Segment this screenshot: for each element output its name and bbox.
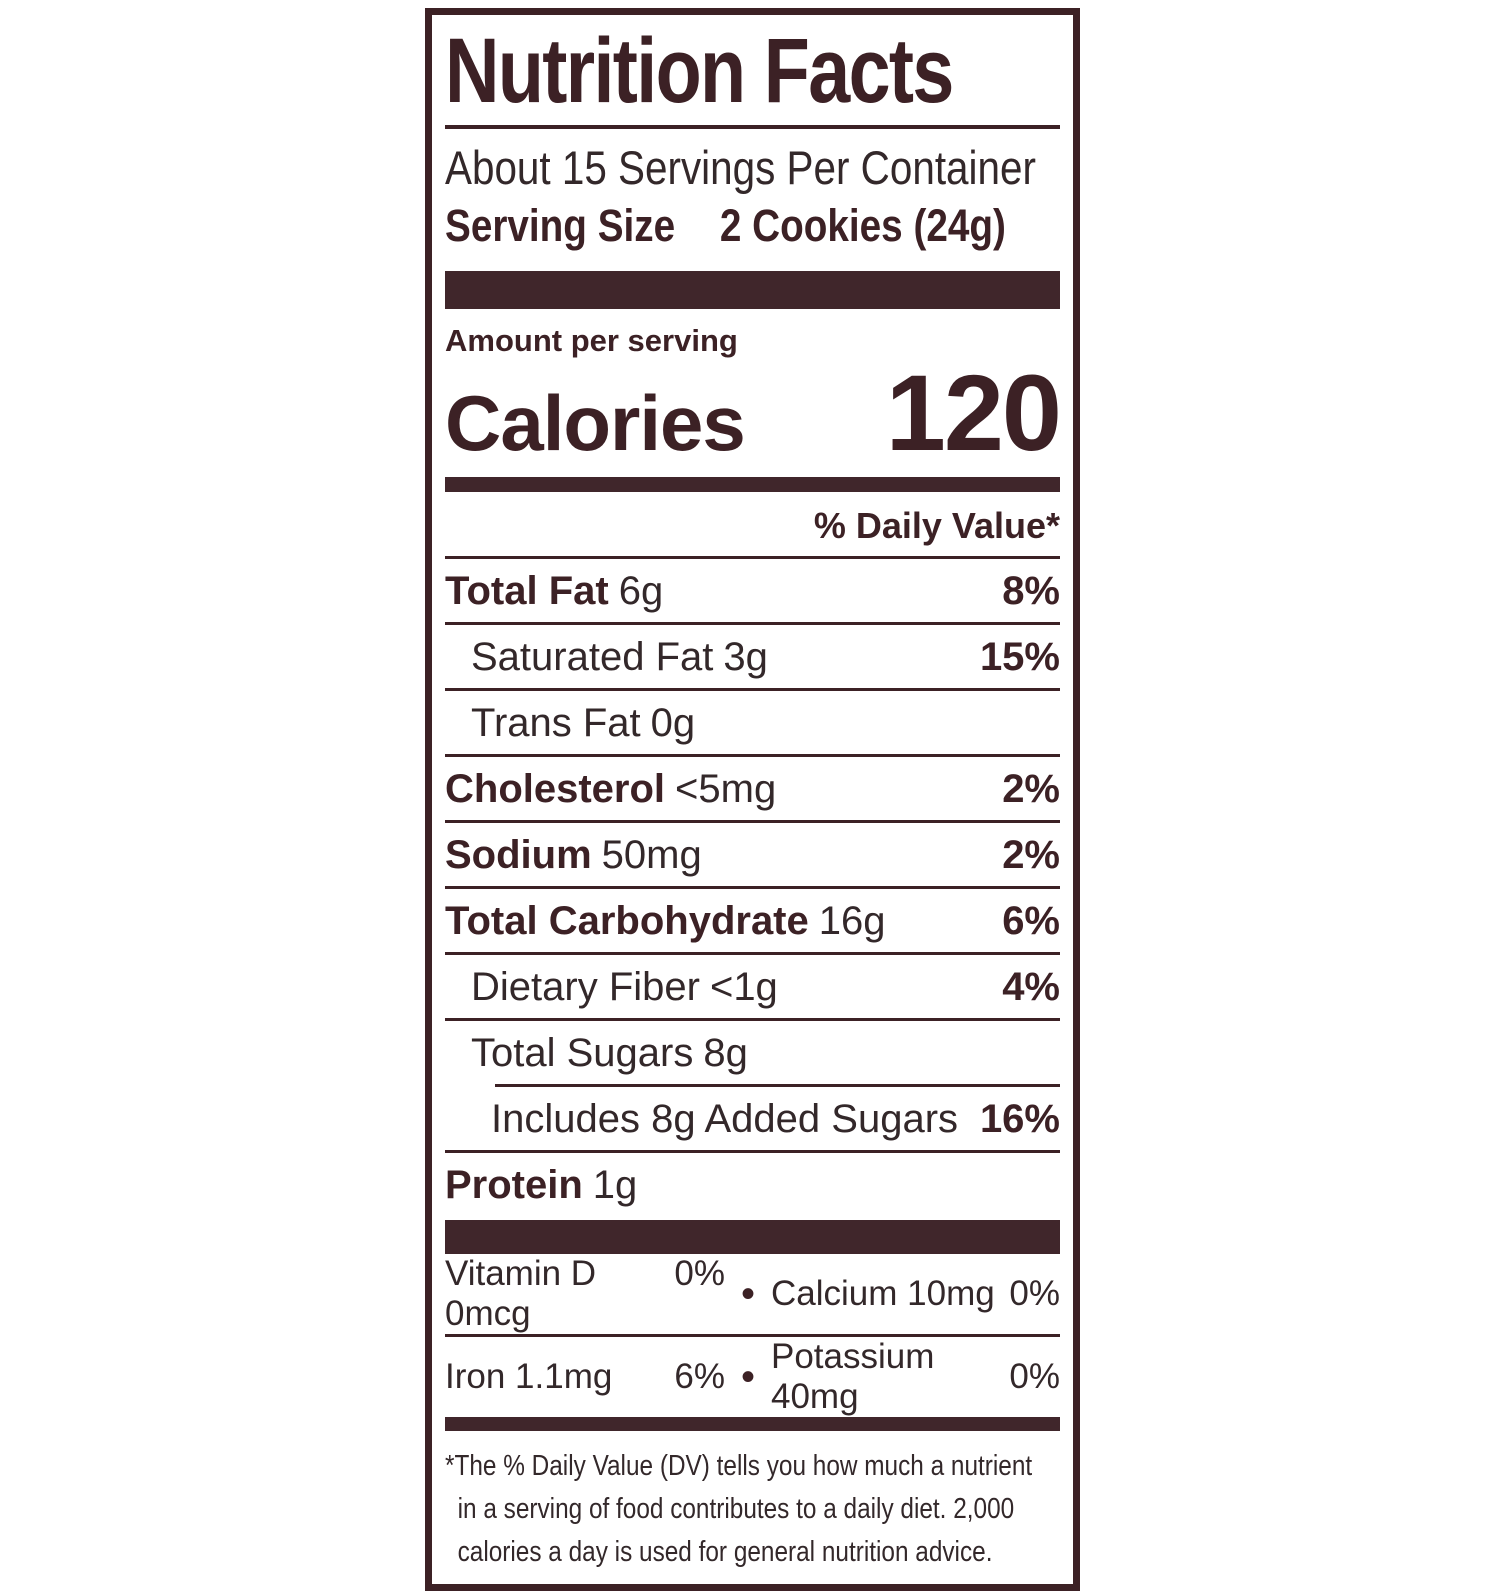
nutrient-row-total-fat: Total Fat 6g 8%	[445, 556, 1060, 622]
nutrient-row-total-sugars: Total Sugars 8g	[445, 1018, 1060, 1084]
nutrient-name: Sodium	[445, 832, 592, 877]
serving-size-label: Serving Size	[445, 200, 676, 251]
nutrient-amount: 3g	[723, 634, 768, 679]
micronutrient-dv: 0%	[1009, 1357, 1060, 1396]
micronutrient-name: Calcium 10mg	[771, 1274, 995, 1313]
calories-row: Calories 120	[445, 352, 1062, 473]
bullet-separator: •	[740, 1271, 755, 1316]
micronutrient-name: Iron 1.1mg	[445, 1357, 613, 1396]
serving-size-line: Serving Size 2 Cookies (24g)	[445, 197, 1060, 255]
nutrient-dv: 6%	[1002, 898, 1060, 943]
nutrient-row-trans-fat: Trans Fat 0g	[445, 688, 1060, 754]
label-title: Nutrition Facts	[445, 20, 954, 122]
nutrition-facts-label: Nutrition Facts About 15 Servings Per Co…	[425, 8, 1080, 1591]
nutrient-dv: 2%	[1002, 766, 1060, 811]
page-background: Nutrition Facts About 15 Servings Per Co…	[425, 8, 1080, 1591]
nutrient-amount: <1g	[709, 964, 778, 1009]
micronutrient-row-2: Iron 1.1mg 6% • Potassium 40mg 0%	[445, 1334, 1060, 1417]
nutrient-dv: 15%	[979, 634, 1060, 679]
indented-divider	[495, 1084, 1060, 1087]
servings-per-container: About 15 Servings Per Container	[445, 141, 1036, 194]
nutrient-amount: 0g	[650, 700, 696, 745]
micronutrient-name: Vitamin D 0mcg	[445, 1254, 597, 1333]
micronutrient-dv: 0%	[674, 1254, 725, 1293]
daily-value-header: % Daily Value*	[813, 505, 1060, 546]
nutrient-dv: 4%	[1002, 964, 1060, 1009]
micronutrient-dv: 0%	[1009, 1274, 1060, 1313]
nutrient-row-saturated-fat: Saturated Fat 3g 15%	[445, 622, 1060, 688]
micronutrient-dv: 6%	[674, 1357, 725, 1396]
micronutrient-row-1: Vitamin D 0mcg 0% • Calcium 10mg 0%	[445, 1254, 1060, 1334]
footnote-line: calories a day is used for general nutri…	[457, 1536, 993, 1568]
section-bar	[445, 1220, 1060, 1254]
daily-value-footnote: *The % Daily Value (DV) tells you how mu…	[445, 1445, 1060, 1574]
footnote-line: *The % Daily Value (DV) tells you how mu…	[445, 1450, 1033, 1482]
section-bar	[445, 1417, 1060, 1431]
nutrient-name: Cholesterol	[445, 766, 666, 811]
nutrient-row-cholesterol: Cholesterol <5mg 2%	[445, 754, 1060, 820]
nutrient-amount: 6g	[618, 568, 664, 613]
nutrient-row-added-sugars: Includes 8g Added Sugars 16%	[445, 1087, 1060, 1150]
nutrient-name: Total Carbohydrate	[445, 898, 809, 943]
nutrient-amount: 8g	[703, 1030, 748, 1075]
nutrient-amount: <5mg	[675, 766, 777, 811]
nutrient-row-total-carbohydrate: Total Carbohydrate 16g 6%	[445, 886, 1060, 952]
nutrient-name: Total Sugars	[471, 1030, 694, 1075]
nutrient-name: Total Fat	[445, 568, 609, 613]
nutrient-name: Protein	[445, 1162, 583, 1207]
calories-divider-bar	[445, 477, 1060, 492]
footnote-line: in a serving of food contributes to a da…	[457, 1493, 1015, 1525]
nutrient-amount: 50mg	[601, 832, 702, 877]
nutrient-dv: 16%	[979, 1096, 1060, 1141]
bullet-separator: •	[740, 1354, 755, 1399]
calories-value: 120	[885, 352, 1062, 473]
micronutrient-name: Potassium 40mg	[771, 1337, 935, 1416]
nutrient-name: Includes 8g Added Sugars	[491, 1096, 959, 1141]
calories-label: Calories	[445, 379, 746, 467]
nutrient-name: Saturated Fat	[471, 634, 714, 679]
title-divider	[445, 125, 1060, 129]
nutrient-name: Trans Fat	[471, 700, 641, 745]
section-bar	[445, 271, 1060, 309]
nutrient-row-sodium: Sodium 50mg 2%	[445, 820, 1060, 886]
serving-size-value: 2 Cookies (24g)	[719, 200, 1006, 251]
nutrient-row-protein: Protein 1g	[445, 1150, 1060, 1216]
nutrient-amount: 16g	[818, 898, 886, 943]
nutrient-row-dietary-fiber: Dietary Fiber <1g 4%	[445, 952, 1060, 1018]
nutrient-dv: 2%	[1002, 832, 1060, 877]
amount-per-serving-label: Amount per serving	[445, 323, 738, 358]
nutrient-name: Dietary Fiber	[471, 964, 700, 1009]
nutrient-dv: 8%	[1002, 568, 1060, 613]
nutrient-amount: 1g	[592, 1162, 638, 1207]
